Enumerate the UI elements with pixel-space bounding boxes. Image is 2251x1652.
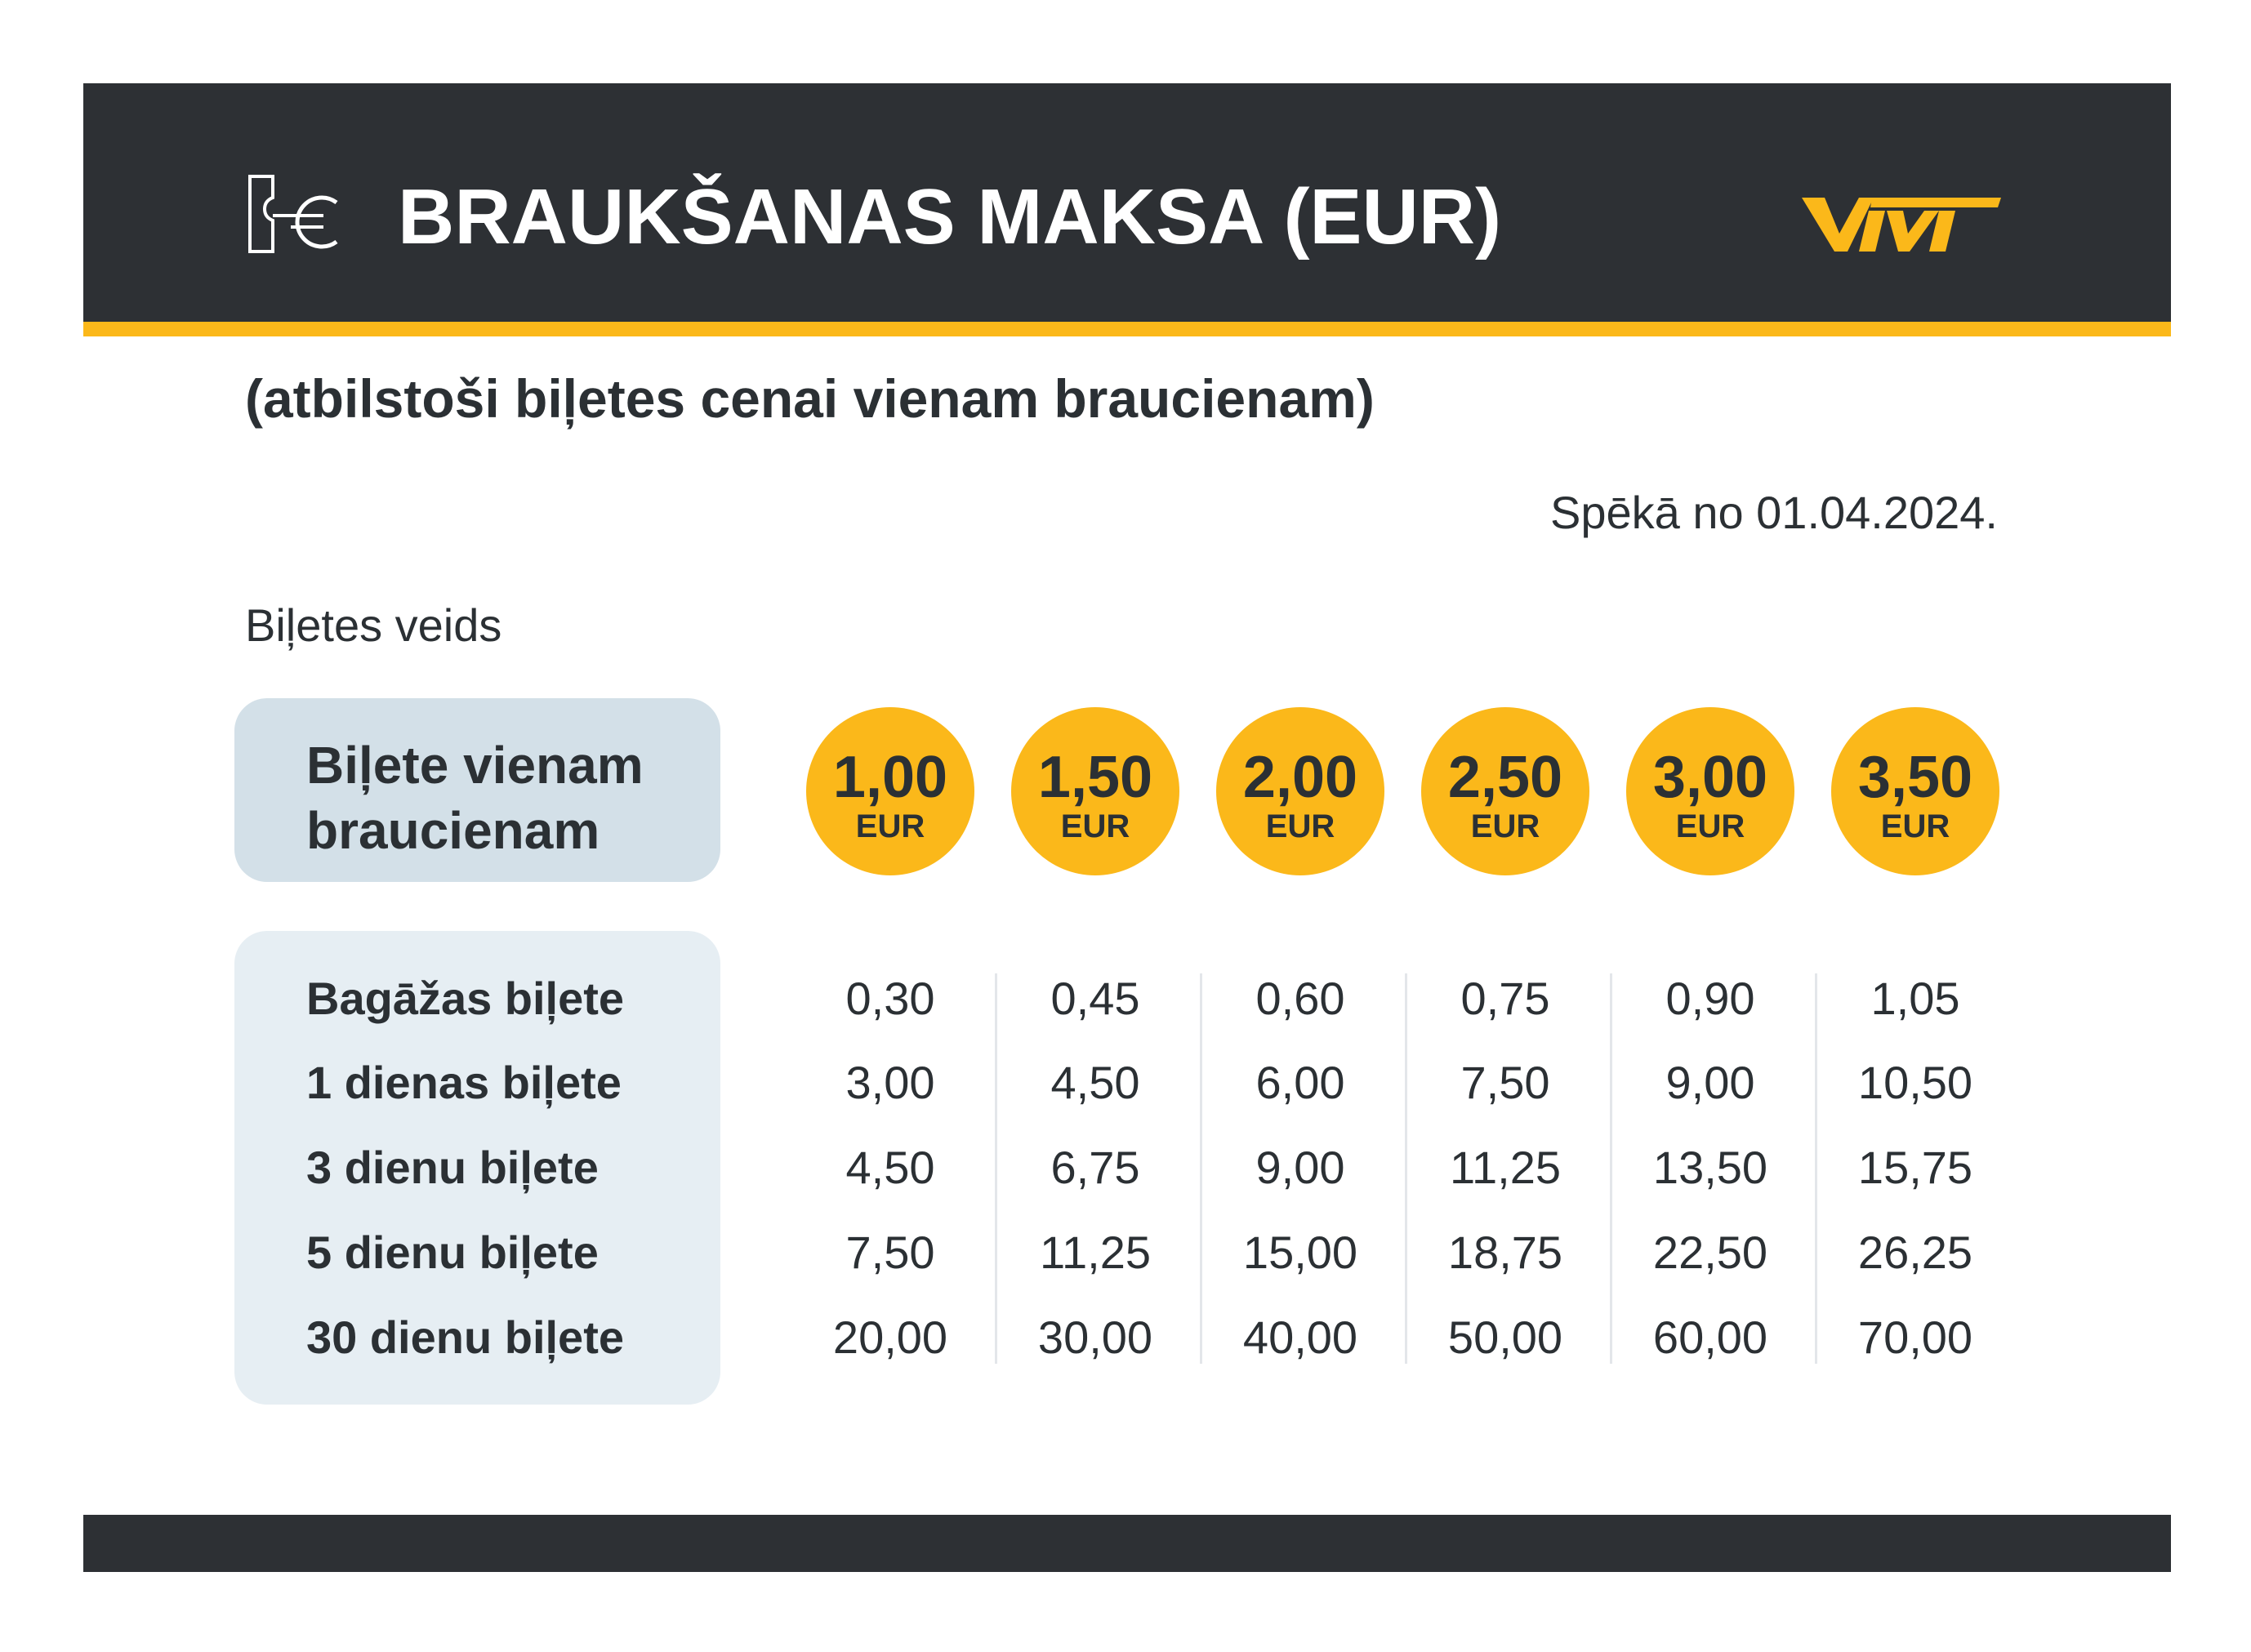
coin-value: 3,00 — [1652, 745, 1768, 810]
price-cell: 0,90 — [1665, 973, 1755, 1024]
price-coin: 1,50 EUR — [1011, 707, 1179, 875]
price-cell: 4,50 — [845, 1142, 935, 1193]
price-cell: 18,75 — [1447, 1227, 1563, 1278]
row-label: 30 dienu biļete — [306, 1311, 624, 1363]
price-cell: 20,00 — [832, 1311, 948, 1363]
coin-value: 1,50 — [1037, 745, 1153, 810]
coin-unit: EUR — [855, 808, 925, 844]
price-cell: 11,25 — [1040, 1227, 1151, 1278]
price-cell: 11,25 — [1450, 1142, 1561, 1193]
price-cell: 9,00 — [1665, 1057, 1755, 1108]
price-cell: 10,50 — [1857, 1057, 1973, 1108]
column-divider — [1610, 973, 1612, 1364]
price-cell: 9,00 — [1255, 1142, 1345, 1193]
price-cell: 1,05 — [1870, 973, 1960, 1024]
price-cell: 0,45 — [1050, 973, 1140, 1024]
accent-stripe — [83, 322, 2171, 336]
coin-value: 3,50 — [1857, 745, 1973, 810]
coin-unit: EUR — [1265, 808, 1335, 844]
price-cell: 4,50 — [1050, 1057, 1140, 1108]
price-cell: 15,00 — [1242, 1227, 1358, 1278]
column-divider — [1815, 973, 1817, 1364]
coin-value: 2,50 — [1447, 745, 1563, 810]
ticket-euro-icon — [248, 175, 338, 253]
coin-unit: EUR — [1060, 808, 1130, 844]
price-cell: 3,00 — [845, 1057, 935, 1108]
price-cell: 30,00 — [1037, 1311, 1153, 1363]
single-ticket-box: Biļete vienam braucienam — [234, 698, 720, 882]
coin-unit: EUR — [1675, 808, 1745, 844]
price-cell: 6,75 — [1050, 1142, 1140, 1193]
price-coin: 3,50 EUR — [1831, 707, 1999, 875]
ticket-type-caption: Biļetes veids — [245, 599, 502, 651]
row-label: 5 dienu biļete — [306, 1227, 599, 1278]
column-divider — [1200, 973, 1202, 1364]
single-ticket-label: Biļete vienam braucienam — [306, 736, 644, 860]
price-cell: 26,25 — [1857, 1227, 1973, 1278]
price-coin: 1,00 EUR — [806, 707, 974, 875]
price-coin: 3,00 EUR — [1626, 707, 1794, 875]
price-cell: 15,75 — [1857, 1142, 1973, 1193]
row-label: 1 dienas biļete — [306, 1057, 622, 1108]
price-cell: 6,00 — [1255, 1057, 1345, 1108]
price-cell: 0,30 — [845, 973, 935, 1024]
price-cell: 0,75 — [1460, 973, 1550, 1024]
coin-unit: EUR — [1880, 808, 1950, 844]
subtitle: (atbilstoši biļetes cenai vienam braucie… — [245, 368, 1375, 429]
column-divider — [995, 973, 997, 1364]
coin-unit: EUR — [1470, 808, 1540, 844]
price-coin: 2,50 EUR — [1421, 707, 1589, 875]
footer-bar — [83, 1515, 2171, 1572]
price-coin: 2,00 EUR — [1216, 707, 1384, 875]
vivi-logo — [1802, 198, 2001, 252]
price-cell: 7,50 — [845, 1227, 935, 1278]
price-cell: 13,50 — [1652, 1142, 1768, 1193]
row-label: Bagāžas biļete — [306, 973, 625, 1024]
price-cell: 22,50 — [1652, 1227, 1768, 1278]
ticket-rows-box — [234, 931, 720, 1405]
row-label: 3 dienu biļete — [306, 1142, 599, 1193]
price-cell: 40,00 — [1242, 1311, 1358, 1363]
coin-value: 2,00 — [1242, 745, 1358, 810]
page-title: BRAUKŠANAS MAKSA (EUR) — [398, 173, 1502, 260]
price-cell: 0,60 — [1255, 973, 1345, 1024]
price-cell: 7,50 — [1460, 1057, 1550, 1108]
price-cell: 50,00 — [1447, 1311, 1563, 1363]
effective-date: Spēkā no 01.04.2024. — [1549, 487, 1998, 538]
column-divider — [1405, 973, 1407, 1364]
price-cell: 60,00 — [1652, 1311, 1768, 1363]
price-cell: 70,00 — [1857, 1311, 1973, 1363]
coin-value: 1,00 — [832, 745, 948, 810]
